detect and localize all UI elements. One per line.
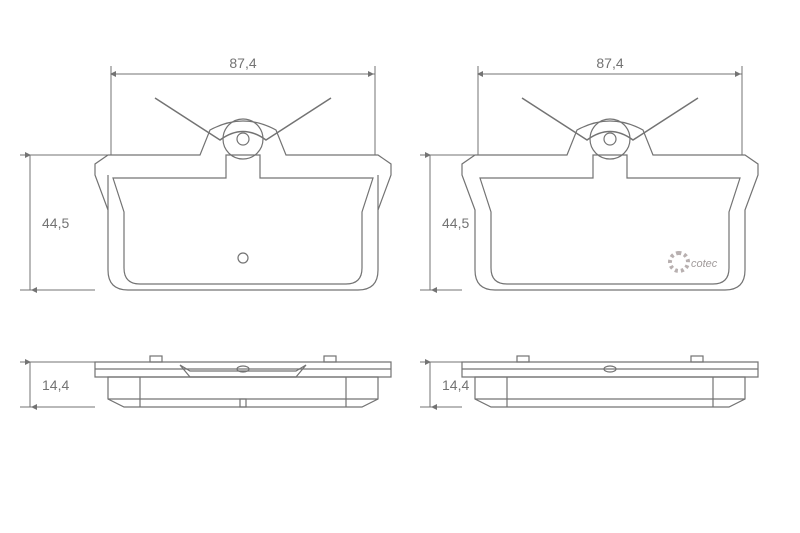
dim-width-left: 87,4 [229,55,256,71]
left-pad-group: 87,4 44,5 [20,55,391,290]
dim-width-right: 87,4 [596,55,623,71]
dim-height-right: 44,5 [442,215,469,231]
right-pad-group: 87,4 44,5 cotec [420,55,758,290]
cotec-logo: cotec [670,253,718,271]
cotec-label: cotec [691,258,718,270]
dim-thickness-left: 14,4 [42,377,69,393]
right-side-group: 14,4 [420,356,758,407]
dim-thickness-right: 14,4 [442,377,469,393]
brake-pad-diagram: 87,4 44,5 87,4 44,5 [0,0,800,533]
left-side-group: 14,4 [20,356,391,407]
dim-height-left: 44,5 [42,215,69,231]
